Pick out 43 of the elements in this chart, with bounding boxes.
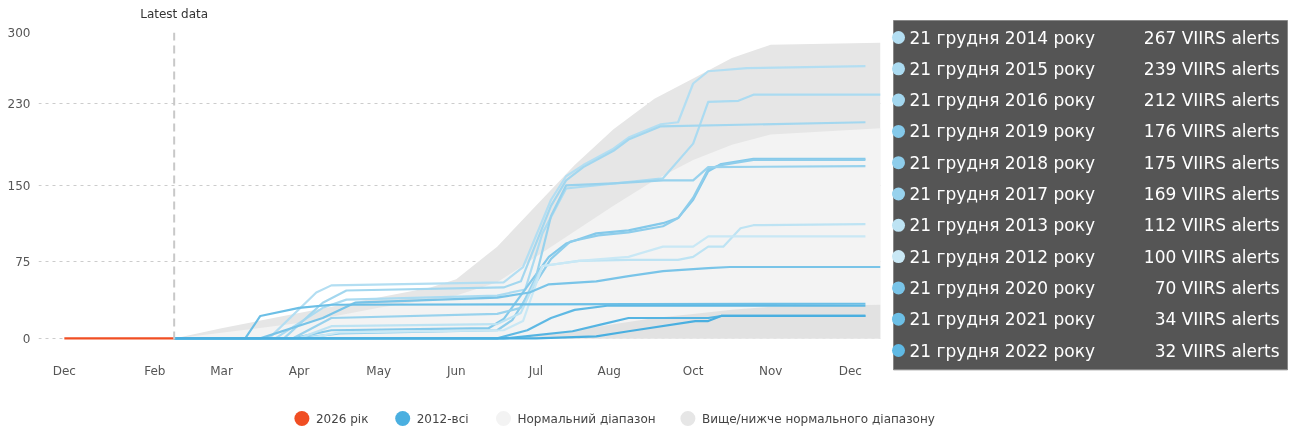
y-tick-label: 230 <box>7 97 31 112</box>
y-tick-label: 0 <box>22 331 31 346</box>
y-tick-label: 75 <box>15 255 31 270</box>
legend-label: 21 грудня 2014 року <box>909 27 1096 48</box>
x-tick-label: Dec <box>838 363 862 378</box>
x-tick-label: Jul <box>527 363 544 378</box>
x-tick-label: Oct <box>682 363 704 378</box>
x-tick-label: Jun <box>445 363 466 378</box>
text: 2012-всі <box>416 411 469 426</box>
ref-line-label: Latest data <box>140 6 209 21</box>
legend-label: 21 грудня 2015 року <box>909 58 1096 79</box>
legend-label: Нормальний діапазон <box>517 411 656 426</box>
x-tick-label: May <box>366 363 392 378</box>
legend-label: 21 грудня 2020 року <box>909 277 1096 298</box>
legend-label: 21 грудня 2021 року <box>909 309 1096 330</box>
legend-label: 21 грудня 2017 року <box>909 184 1096 204</box>
text: 70 VIIRS alerts <box>1154 277 1280 298</box>
text: 267 VIIRS alerts <box>1143 27 1280 48</box>
text: 32 VIIRS alerts <box>1154 340 1280 361</box>
text: 175 VIIRS alerts <box>1143 152 1280 173</box>
legend-label: 21 грудня 2018 року <box>909 152 1096 173</box>
text: 34 VIIRS alerts <box>1154 309 1280 330</box>
legend-label: 21 грудня 2013 року <box>909 215 1096 236</box>
x-tick-label: Mar <box>210 363 233 378</box>
legend-label: 2026 рік <box>315 411 369 426</box>
legend-label: 21 грудня 2022 року <box>909 340 1096 361</box>
text: 212 VIIRS alerts <box>1143 90 1280 111</box>
text: 239 VIIRS alerts <box>1143 58 1280 79</box>
legend-label: 21 грудня 2016 року <box>909 90 1096 111</box>
x-tick-label: Apr <box>288 363 310 378</box>
x-tick-label: Nov <box>758 363 783 378</box>
x-tick-label: Aug <box>597 363 621 378</box>
text: 100 VIIRS alerts <box>1143 246 1280 267</box>
legend-label: Вище/нижче нормального діапазону <box>701 411 935 426</box>
text: 169 VIIRS alerts <box>1143 184 1280 204</box>
x-tick-label: Feb <box>144 363 166 378</box>
text: 112 VIIRS alerts <box>1143 215 1280 236</box>
y-tick-label: 300 <box>7 26 31 40</box>
text: 176 VIIRS alerts <box>1143 121 1280 142</box>
legend-label: 21 грудня 2019 року <box>909 121 1096 142</box>
legend-label: 21 грудня 2012 року <box>909 246 1096 267</box>
x-tick-label: Dec <box>52 363 76 378</box>
y-tick-label: 150 <box>7 178 31 193</box>
